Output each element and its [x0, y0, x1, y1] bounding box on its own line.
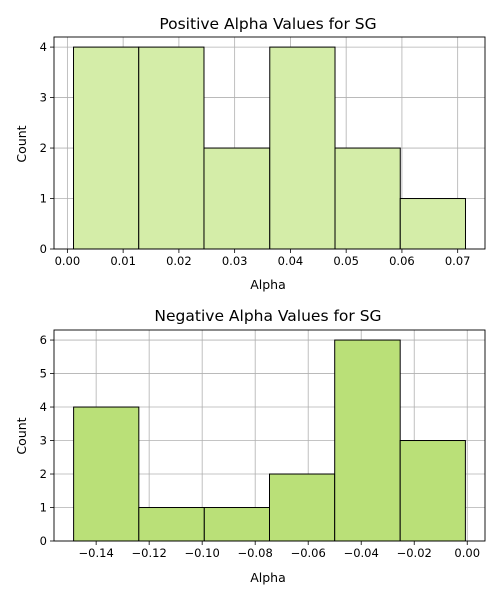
x-tick-label-positive-0: 0.00 — [55, 254, 81, 268]
bar-negative-2 — [203, 507, 271, 542]
y-axis-label-positive: Count — [14, 125, 29, 162]
y-tick-label-positive-0: 0 — [40, 242, 47, 256]
y-tick-label-positive-3: 3 — [40, 91, 47, 105]
x-tick-label-positive-5: 0.05 — [333, 254, 359, 268]
bar-negative-5 — [399, 440, 466, 542]
y-axis-label-negative: Count — [14, 417, 29, 454]
y-tick-label-negative-0: 0 — [40, 534, 47, 548]
y-tick-label-negative-2: 2 — [40, 467, 47, 481]
y-tick-label-positive-4: 4 — [40, 40, 47, 54]
x-axis-label-positive: Alpha — [250, 277, 286, 292]
x-tick-label-negative-5: −0.04 — [344, 546, 379, 560]
x-tick-label-negative-0: −0.14 — [79, 546, 114, 560]
x-tick-label-negative-2: −0.10 — [185, 546, 220, 560]
chart-title-positive: Positive Alpha Values for SG — [159, 15, 376, 33]
x-tick-label-negative-4: −0.06 — [291, 546, 326, 560]
y-tick-label-negative-4: 4 — [40, 400, 47, 414]
bar-negative-3 — [269, 473, 336, 542]
x-tick-label-positive-6: 0.06 — [389, 254, 415, 268]
y-tick-label-negative-1: 1 — [40, 501, 47, 515]
x-tick-label-positive-1: 0.01 — [110, 254, 136, 268]
y-tick-label-negative-5: 5 — [40, 367, 47, 381]
bar-positive-0 — [73, 46, 140, 250]
bar-positive-1 — [138, 46, 205, 250]
chart-panel-negative: Negative Alpha Values for SG Alpha Count… — [14, 307, 486, 585]
x-tick-label-positive-2: 0.02 — [166, 254, 192, 268]
x-tick-label-negative-7: 0.00 — [454, 546, 480, 560]
chart-title-negative: Negative Alpha Values for SG — [154, 307, 381, 325]
bar-positive-5 — [399, 198, 466, 250]
ticks-negative: −0.14 −0.12 −0.10 −0.08 −0.06 −0.04 −0.02 0.00 0… — [40, 333, 480, 560]
bar-negative-4 — [334, 339, 401, 542]
bars-negative — [73, 339, 466, 542]
x-tick-label-positive-7: 0.07 — [445, 254, 471, 268]
axes-frame-positive — [53, 36, 486, 250]
axes-frame-negative — [53, 329, 486, 542]
y-tick-label-positive-1: 1 — [40, 192, 47, 206]
y-tick-label-negative-6: 6 — [40, 333, 47, 347]
x-axis-label-negative: Alpha — [250, 570, 286, 585]
y-tick-label-positive-2: 2 — [40, 141, 47, 155]
bars-positive — [73, 46, 466, 250]
bar-positive-3 — [269, 46, 336, 250]
x-tick-label-positive-3: 0.03 — [222, 254, 248, 268]
x-tick-label-positive-4: 0.04 — [278, 254, 304, 268]
ticks-positive: 0.00 0.01 0.02 0.03 0.04 0.05 0.06 0.07 0 1 2 3 4 — [40, 40, 471, 268]
x-tick-label-negative-1: −0.12 — [132, 546, 167, 560]
bar-positive-2 — [203, 147, 271, 250]
chart-panel-positive: Positive Alpha Values for SG Alpha Count… — [14, 15, 486, 292]
y-tick-label-negative-3: 3 — [40, 434, 47, 448]
bar-negative-0 — [73, 406, 140, 542]
x-tick-label-negative-6: −0.02 — [397, 546, 432, 560]
x-tick-label-negative-3: −0.08 — [238, 546, 273, 560]
bar-negative-1 — [138, 507, 205, 542]
bar-positive-4 — [334, 147, 401, 250]
